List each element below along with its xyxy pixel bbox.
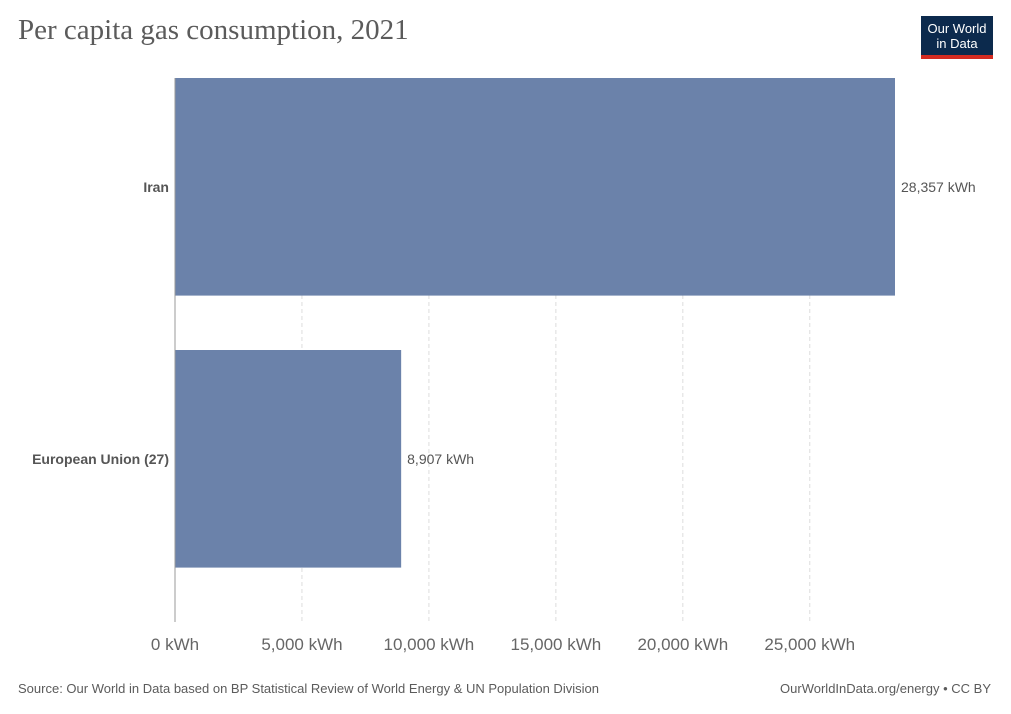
x-tick-label: 10,000 kWh bbox=[384, 635, 475, 654]
credit-link[interactable]: OurWorldInData.org/energy • CC BY bbox=[780, 681, 991, 696]
x-tick-label: 25,000 kWh bbox=[764, 635, 855, 654]
value-label: 28,357 kWh bbox=[901, 179, 976, 195]
category-label: Iran bbox=[143, 179, 169, 195]
bar bbox=[175, 78, 895, 296]
bar-chart: Iran 28,357 kWh European Union (27) 8,907 k… bbox=[32, 78, 976, 654]
category-label: European Union (27) bbox=[32, 451, 169, 467]
logo-line-1: Our World bbox=[927, 21, 987, 36]
chart-title: Per capita gas consumption, 2021 bbox=[18, 14, 409, 46]
x-tick-label: 5,000 kWh bbox=[261, 635, 342, 654]
bar bbox=[175, 350, 402, 568]
x-tick-label: 15,000 kWh bbox=[510, 635, 601, 654]
x-tick-label: 0 kWh bbox=[151, 635, 199, 654]
source-note: Source: Our World in Data based on BP St… bbox=[18, 681, 599, 696]
x-tick-label: 20,000 kWh bbox=[637, 635, 728, 654]
logo-line-2: in Data bbox=[936, 36, 978, 51]
owid-logo[interactable]: Our World in Data bbox=[921, 16, 993, 59]
value-label: 8,907 kWh bbox=[407, 451, 474, 467]
